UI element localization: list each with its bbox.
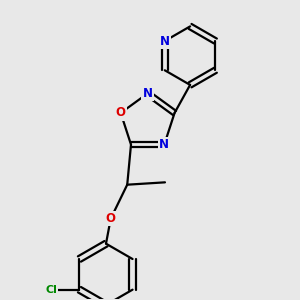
Text: N: N — [160, 34, 170, 47]
Text: O: O — [106, 212, 116, 225]
Text: N: N — [159, 138, 169, 151]
Text: O: O — [116, 106, 126, 119]
Text: Cl: Cl — [45, 285, 57, 295]
Text: N: N — [142, 87, 153, 100]
